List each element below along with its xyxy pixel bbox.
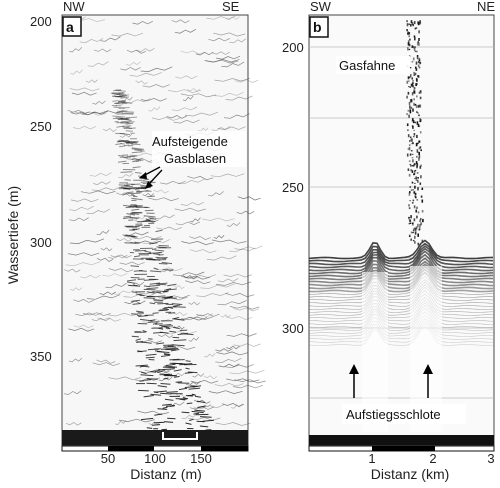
panel-a-seafloor	[62, 430, 248, 445]
panel-a-y-axis-label: Wassertiefe (m)	[5, 186, 21, 284]
panel-b-y-ticks: 200 250 300	[282, 40, 304, 336]
panel-a-y-tick: 250	[30, 119, 52, 134]
vent-label: Aufstiegsschlote	[346, 407, 441, 422]
panel-b-dir-right: NE	[477, 0, 495, 14]
panel-a-y-tick: 300	[30, 235, 52, 250]
panel-b-y-tick: 300	[282, 321, 304, 336]
panel-a-x-tick: 100	[144, 451, 166, 466]
panel-a-frame	[62, 15, 248, 445]
panel-a: NW SE a 200 250 300 350 Wassertiefe (m) …	[5, 0, 266, 482]
panel-b-dir-left: SW	[310, 0, 332, 14]
panel-b-y-tick: 200	[282, 40, 304, 55]
panel-b-x-scalebar	[309, 446, 494, 451]
panel-b-x-tick: 2	[429, 451, 436, 466]
panel-b-y-tick: 250	[282, 180, 304, 195]
panel-b-x-axis-label: Distanz (km)	[371, 466, 450, 482]
annotation-line-1: Aufsteigende	[152, 134, 228, 149]
panel-b: SW NE b 200 250 300 Gasfahne	[282, 0, 495, 482]
panel-a-x-tick: 150	[190, 451, 212, 466]
plume-label: Gasfahne	[339, 58, 395, 73]
panel-a-dir-left: NW	[63, 0, 85, 14]
panel-a-x-axis-label: Distanz (m)	[130, 466, 202, 482]
panel-b-x-tick: 3	[487, 451, 494, 466]
panel-a-dir-right: SE	[222, 0, 240, 14]
panel-b-letter: b	[313, 19, 322, 35]
panel-b-frame	[309, 15, 494, 445]
panel-b-base	[309, 435, 494, 445]
panel-a-x-tick: 50	[101, 451, 115, 466]
panel-a-letter: a	[66, 19, 74, 35]
panel-a-y-tick: 350	[30, 349, 52, 364]
annotation-line-2: Gasblasen	[164, 151, 226, 166]
panel-a-y-ticks: 200 250 300 350	[30, 14, 52, 364]
panel-a-y-tick: 200	[30, 14, 52, 29]
panel-b-x-tick: 1	[368, 451, 375, 466]
